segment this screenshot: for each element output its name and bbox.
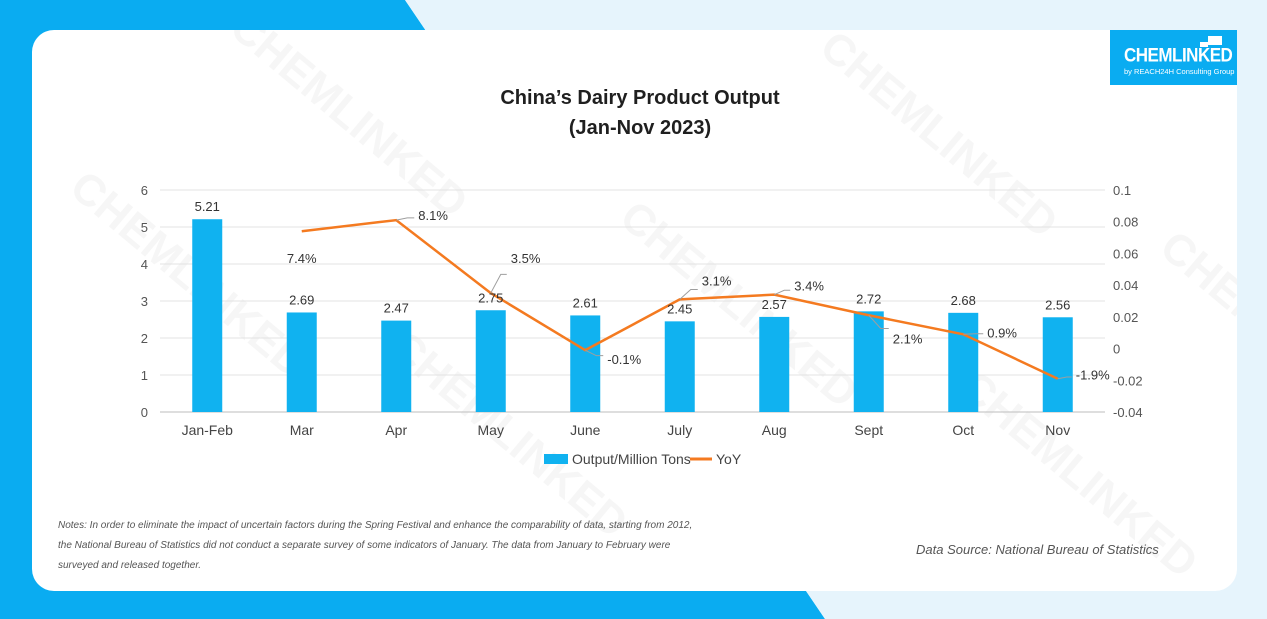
y-right-tick-label: 0 bbox=[1113, 342, 1120, 357]
x-tick-label: Mar bbox=[290, 422, 314, 438]
bar-value-label: 2.75 bbox=[478, 290, 503, 305]
x-tick-label: Jan-Feb bbox=[182, 422, 234, 438]
y-left-tick-label: 6 bbox=[141, 183, 148, 198]
legend-bar-swatch bbox=[544, 454, 568, 464]
bar bbox=[192, 219, 223, 412]
bar bbox=[286, 312, 317, 412]
leader-line bbox=[868, 314, 889, 329]
legend: Output/Million Tons YoY bbox=[544, 451, 742, 467]
yoy-value-label: -1.9% bbox=[1076, 368, 1110, 383]
bar-series bbox=[192, 219, 1073, 412]
legend-bar-label: Output/Million Tons bbox=[572, 451, 691, 467]
yoy-value-label: 7.4% bbox=[287, 251, 317, 266]
leader-line bbox=[585, 349, 604, 357]
x-tick-label: July bbox=[667, 422, 692, 438]
bar bbox=[664, 321, 695, 412]
yoy-value-label: -0.1% bbox=[607, 352, 641, 367]
x-tick-label: Aug bbox=[762, 422, 787, 438]
y-left-tick-label: 5 bbox=[141, 220, 148, 235]
chart-notes: Notes: In order to eliminate the impact … bbox=[58, 520, 693, 571]
bar-value-label: 2.56 bbox=[1045, 297, 1070, 312]
bar bbox=[948, 312, 979, 412]
bar bbox=[853, 311, 884, 412]
data-labels: 5.21 2.69 2.47 2.75 2.61 2.45 2.57 2.72 2.68 2.56… bbox=[195, 199, 1111, 382]
y-right-tick-label: 0.04 bbox=[1113, 278, 1138, 293]
chemlinked-logo: CHEMLINKED by REACH24H Consulting Group bbox=[1110, 30, 1237, 85]
y-right-tick-label: 0.06 bbox=[1113, 246, 1138, 261]
bar bbox=[475, 310, 506, 412]
yoy-value-label: 0.9% bbox=[987, 325, 1017, 340]
y-left-tick-label: 1 bbox=[141, 368, 148, 383]
bar-value-label: 2.68 bbox=[951, 293, 976, 308]
bar-value-label: 2.69 bbox=[289, 292, 314, 307]
y-right-tick-label: 0.08 bbox=[1113, 215, 1138, 230]
y-left-tick-label: 0 bbox=[141, 405, 148, 420]
y-left-tick-label: 4 bbox=[141, 257, 148, 272]
x-tick-label: June bbox=[570, 422, 601, 438]
bar bbox=[1042, 317, 1073, 412]
logo-subtitle: by REACH24H Consulting Group bbox=[1124, 67, 1235, 76]
bar bbox=[381, 320, 412, 412]
leader-line bbox=[396, 217, 415, 221]
y-right-tick-label: 0.02 bbox=[1113, 310, 1138, 325]
x-tick-label: Oct bbox=[952, 422, 974, 438]
chart-subtitle: (Jan-Nov 2023) bbox=[569, 117, 711, 139]
bar bbox=[759, 316, 790, 412]
data-source: Data Source: National Bureau of Statisti… bbox=[916, 542, 1159, 557]
leader-line bbox=[490, 273, 507, 294]
y-right-tick-label: 0.1 bbox=[1113, 183, 1131, 198]
leader-line bbox=[1057, 376, 1072, 380]
bar-value-label: 2.45 bbox=[667, 301, 692, 316]
y-left-tick-label: 2 bbox=[141, 331, 148, 346]
yoy-value-label: 3.4% bbox=[794, 279, 824, 294]
y-left-tick-label: 3 bbox=[141, 294, 148, 309]
yoy-value-label: 3.5% bbox=[511, 251, 541, 266]
y-right-tick-label: -0.02 bbox=[1113, 373, 1143, 388]
logo-mark bbox=[1208, 36, 1222, 45]
leader-line bbox=[774, 289, 791, 296]
chart-card: CHEMLINKED CHEMLINKED CHEMLINKED CHEMLIN… bbox=[32, 30, 1237, 591]
x-tick-label: May bbox=[478, 422, 504, 438]
bar-value-label: 2.61 bbox=[573, 295, 598, 310]
axes: 0 1 2 3 4 5 6 -0.04 -0.02 0 0.02 0.04 0.06 0.08 0.1 Jan… bbox=[141, 183, 1143, 438]
x-tick-label: Nov bbox=[1045, 422, 1070, 438]
leader-line bbox=[679, 289, 698, 300]
chart-title: China’s Dairy Product Output bbox=[500, 87, 780, 109]
bar-value-label: 2.47 bbox=[384, 301, 409, 316]
bar bbox=[570, 315, 601, 412]
x-tick-label: Apr bbox=[385, 422, 407, 438]
bar-value-label: 2.57 bbox=[762, 297, 787, 312]
yoy-value-label: 3.1% bbox=[702, 273, 732, 288]
logo-brand-name: CHEMLINKED bbox=[1124, 44, 1233, 66]
yoy-value-label: 2.1% bbox=[893, 331, 923, 346]
y-right-tick-label: -0.04 bbox=[1113, 405, 1143, 420]
legend-line-label: YoY bbox=[716, 451, 742, 467]
bar-value-label: 2.72 bbox=[856, 291, 881, 306]
gridlines bbox=[160, 189, 1105, 413]
logo-mark bbox=[1200, 42, 1208, 47]
leader-line bbox=[963, 333, 984, 335]
x-tick-label: Sept bbox=[854, 422, 883, 438]
yoy-value-label: 8.1% bbox=[418, 208, 448, 223]
bar-value-label: 5.21 bbox=[195, 199, 220, 214]
